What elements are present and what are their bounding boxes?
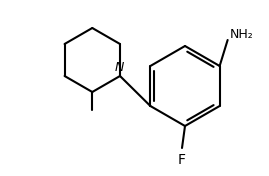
Text: F: F [178,153,186,167]
Text: NH₂: NH₂ [230,29,253,42]
Text: N: N [114,61,124,74]
